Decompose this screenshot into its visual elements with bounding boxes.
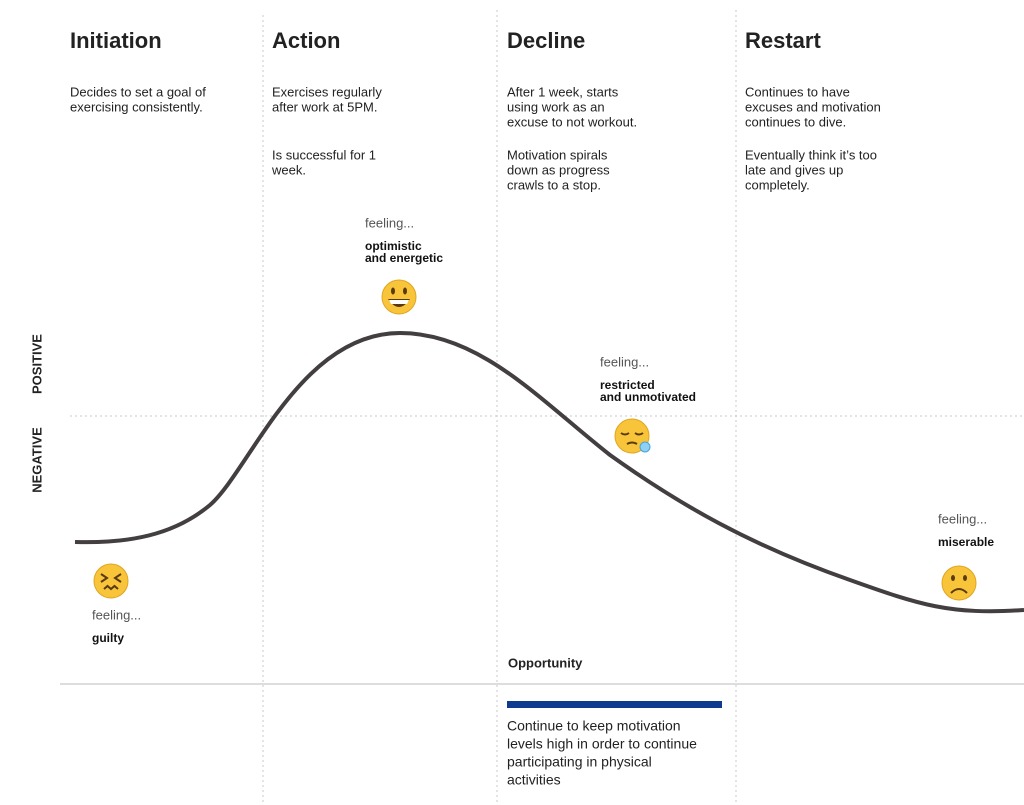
- stage-description: Motivation spirals: [507, 147, 608, 162]
- emoji-face: [93, 563, 129, 599]
- stage-description: Is successful for 1: [272, 147, 376, 162]
- stage-description: after work at 5PM.: [272, 99, 377, 114]
- stage-description: using work as an: [507, 99, 605, 114]
- emoji-mouth: [626, 441, 638, 445]
- stage-description: excuse to not workout.: [507, 114, 637, 129]
- feeling-emotion: and unmotivated: [600, 390, 696, 404]
- axis-label: NEGATIVE: [29, 427, 44, 493]
- stage-description: Continues to have: [745, 84, 850, 99]
- emoji-mouth: [950, 588, 968, 594]
- emoji: [941, 565, 977, 601]
- feeling-emotion: miserable: [938, 535, 994, 549]
- emoji-mouth: [103, 584, 119, 591]
- emotion-curve: [74, 330, 1024, 614]
- emoji-bubble: [639, 441, 651, 453]
- emoji-eyes: [100, 573, 122, 583]
- axis-label: POSITIVE: [29, 334, 44, 394]
- stage-description: Decides to set a goal of: [70, 84, 206, 99]
- stage-description: excuses and motivation: [745, 99, 881, 114]
- emoji: [614, 418, 651, 454]
- feeling-label: feeling...: [600, 354, 649, 369]
- stage-description: crawls to a stop.: [507, 177, 601, 192]
- stage-description: After 1 week, starts: [507, 84, 619, 99]
- stage-description: Eventually think it’s too: [745, 147, 877, 162]
- emoji-face: [381, 279, 417, 315]
- opportunity-bar: [507, 701, 722, 708]
- emoji: [381, 279, 417, 315]
- emoji-teeth: [389, 300, 409, 304]
- emoji-face: [941, 565, 977, 601]
- stage-title: Initiation: [70, 28, 162, 53]
- emoji-eye: [963, 575, 967, 581]
- opportunity-title: Opportunity: [508, 655, 583, 670]
- opportunity-text: levels high in order to continue: [507, 736, 697, 752]
- stage-description: down as progress: [507, 162, 610, 177]
- stage-description: continues to dive.: [745, 114, 846, 129]
- feeling-emotion: guilty: [92, 631, 124, 645]
- opportunity-text: Continue to keep motivation: [507, 718, 681, 734]
- opportunity-text: participating in physical: [507, 754, 652, 770]
- feeling-emotion: and energetic: [365, 251, 443, 265]
- feeling-label: feeling...: [938, 511, 987, 526]
- opportunity-text: activities: [507, 772, 561, 788]
- emoji-eye: [391, 287, 395, 295]
- feeling-label: feeling...: [365, 215, 414, 230]
- emoji-eyes: [620, 432, 644, 436]
- stage-title: Decline: [507, 28, 585, 53]
- stage-description: week.: [271, 162, 306, 177]
- emoji-eye: [951, 575, 955, 581]
- stage-description: late and gives up: [745, 162, 843, 177]
- stage-description: Exercises regularly: [272, 84, 382, 99]
- stage-title: Action: [272, 28, 340, 53]
- feeling-emotion: restricted: [600, 378, 655, 392]
- emoji-eye: [403, 287, 407, 295]
- feeling-label: feeling...: [92, 607, 141, 622]
- stage-description: exercising consistently.: [70, 99, 203, 114]
- stage-description: completely.: [745, 177, 810, 192]
- stage-title: Restart: [745, 28, 821, 53]
- emoji: [93, 563, 129, 599]
- feeling-emotion: optimistic: [365, 239, 422, 253]
